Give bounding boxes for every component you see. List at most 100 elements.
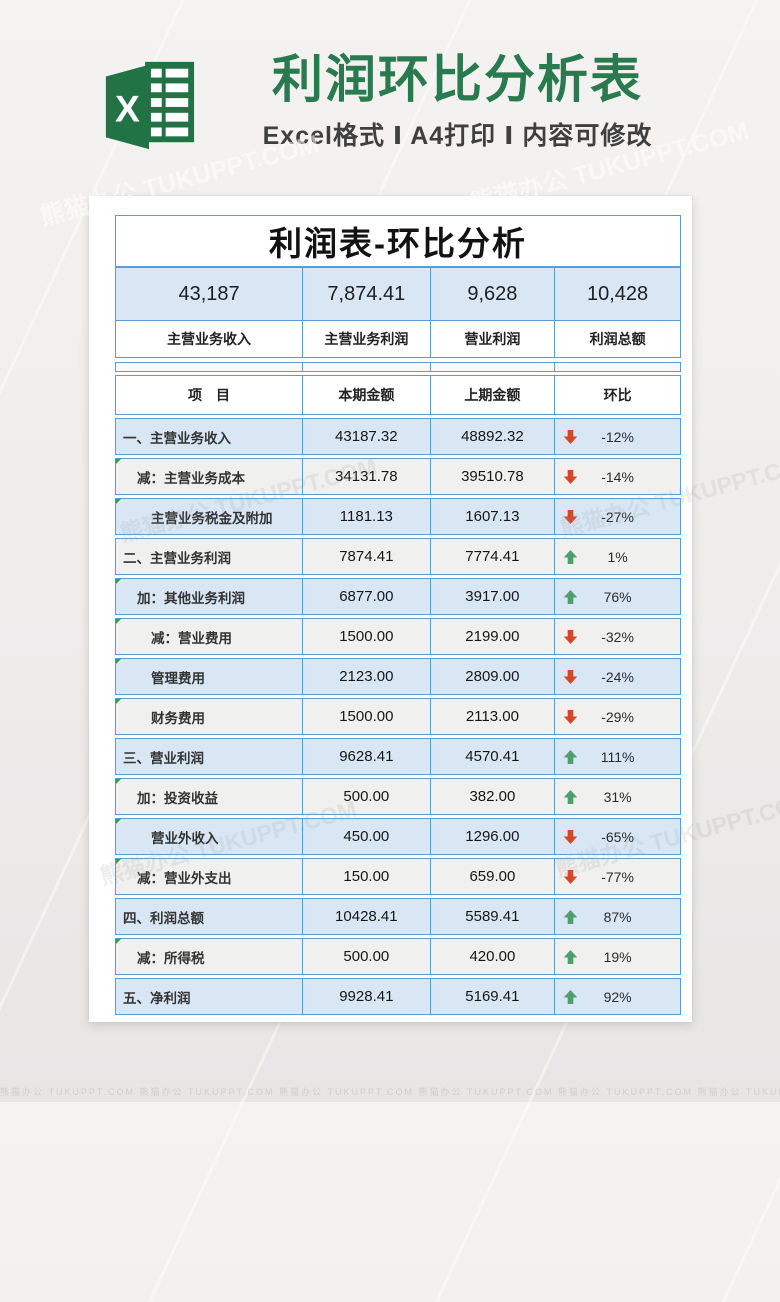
table-row: 减：所得税 500.00 420.00 19% — [115, 938, 681, 975]
row-current-value: 1181.13 — [302, 499, 429, 534]
row-pct-value: -14% — [601, 468, 634, 485]
row-item-label: 三、营业利润 — [123, 750, 204, 766]
table-row: 加：投资收益 500.00 382.00 31% — [115, 778, 681, 815]
error-indicator-icon — [116, 579, 121, 584]
row-trend-cell: -14% — [554, 459, 680, 494]
row-item-cell: 减：主营业务成本 — [116, 459, 302, 494]
row-item-cell: 财务费用 — [116, 699, 302, 734]
row-pct-value: -12% — [601, 428, 634, 445]
error-indicator-icon — [116, 659, 121, 664]
row-item-label: 减：营业外支出 — [137, 870, 232, 886]
row-pct-value: 31% — [603, 788, 632, 805]
row-trend-cell: -24% — [554, 659, 680, 694]
error-indicator-icon — [116, 819, 121, 824]
error-indicator-icon — [116, 459, 121, 464]
table-row: 二、主营业务利润 7874.41 7774.41 1% — [115, 538, 681, 575]
excel-x-letter: X — [115, 88, 140, 130]
row-item-label: 管理费用 — [151, 670, 205, 686]
kpi-label: 营业利润 — [429, 321, 555, 357]
banner-subtitle: Excel格式 Ⅰ A4打印 Ⅰ 内容可修改 — [262, 122, 653, 151]
spacer-cell — [554, 363, 680, 371]
trend-arrow-icon — [563, 789, 578, 804]
trend-arrow-icon — [563, 589, 578, 604]
table-row: 减：营业外支出 150.00 659.00 -77% — [115, 858, 681, 895]
profit-table: 利润表-环比分析 43,187 7,874.41 9,628 10,428 主营业务收… — [115, 215, 681, 1015]
table-row: 营业外收入 450.00 1296.00 -65% — [115, 818, 681, 855]
row-current-value: 7874.41 — [302, 539, 429, 574]
spacer-cell — [116, 363, 302, 371]
kpi-label: 主营业务利润 — [302, 321, 429, 357]
row-previous-value: 659.00 — [429, 859, 555, 894]
trend-arrow-icon — [563, 549, 578, 564]
kpi-value: 10,428 — [554, 268, 680, 320]
row-current-value: 450.00 — [302, 819, 429, 854]
trend-arrow-icon — [563, 509, 578, 524]
row-current-value: 150.00 — [302, 859, 429, 894]
table-top-block: 利润表-环比分析 43,187 7,874.41 9,628 10,428 主营业务收… — [115, 215, 681, 358]
banner-title: 利润环比分析表 — [271, 51, 643, 108]
trend-arrow-icon — [563, 709, 578, 724]
row-current-value: 10428.41 — [302, 899, 429, 934]
row-trend-cell: 19% — [554, 939, 680, 974]
row-item-label: 减：营业费用 — [151, 630, 232, 646]
row-item-label: 减：主营业务成本 — [137, 470, 245, 486]
row-pct-value: 92% — [603, 988, 632, 1005]
row-pct-value: 76% — [603, 588, 632, 605]
row-item-cell: 减：所得税 — [116, 939, 302, 974]
row-trend-cell: -77% — [554, 859, 680, 894]
row-trend-cell: 92% — [554, 979, 680, 1014]
row-previous-value: 4570.41 — [429, 739, 555, 774]
table-title: 利润表-环比分析 — [116, 216, 680, 268]
table-row: 加：其他业务利润 6877.00 3917.00 76% — [115, 578, 681, 615]
row-item-cell: 五、净利润 — [116, 979, 302, 1014]
row-current-value: 43187.32 — [302, 419, 429, 454]
row-previous-value: 2809.00 — [429, 659, 555, 694]
row-current-value: 2123.00 — [302, 659, 429, 694]
table-row: 减：营业费用 1500.00 2199.00 -32% — [115, 618, 681, 655]
table-row: 五、净利润 9928.41 5169.41 92% — [115, 978, 681, 1015]
row-pct-value: 19% — [603, 948, 632, 965]
row-item-label: 财务费用 — [151, 710, 205, 726]
row-pct-value: 87% — [603, 908, 632, 925]
kpi-labels-row: 主营业务收入 主营业务利润 营业利润 利润总额 — [116, 321, 680, 357]
spacer-cell — [302, 363, 429, 371]
row-current-value: 34131.78 — [302, 459, 429, 494]
error-indicator-icon — [116, 699, 121, 704]
row-pct-value: -24% — [601, 668, 634, 685]
row-current-value: 1500.00 — [302, 699, 429, 734]
error-indicator-icon — [116, 939, 121, 944]
row-item-label: 二、主营业务利润 — [123, 550, 231, 566]
row-trend-cell: -32% — [554, 619, 680, 654]
row-pct-value: 1% — [607, 548, 628, 565]
empty-spacer-row — [115, 362, 681, 372]
row-item-label: 五、净利润 — [123, 990, 191, 1006]
trend-arrow-icon — [563, 989, 578, 1004]
error-indicator-icon — [116, 859, 121, 864]
row-pct-value: -29% — [601, 708, 634, 725]
row-item-label: 主营业务税金及附加 — [151, 510, 273, 526]
row-previous-value: 48892.32 — [429, 419, 555, 454]
trend-arrow-icon — [563, 829, 578, 844]
row-item-cell: 减：营业外支出 — [116, 859, 302, 894]
row-item-label: 减：所得税 — [137, 950, 205, 966]
kpi-value: 9,628 — [429, 268, 555, 320]
table-row: 主营业务税金及附加 1181.13 1607.13 -27% — [115, 498, 681, 535]
row-current-value: 1500.00 — [302, 619, 429, 654]
column-header: 上期金额 — [429, 376, 555, 414]
trend-arrow-icon — [563, 909, 578, 924]
column-header: 项 目 — [188, 387, 231, 403]
row-item-cell: 主营业务税金及附加 — [116, 499, 302, 534]
row-item-label: 四、利润总额 — [123, 910, 204, 926]
row-previous-value: 2199.00 — [429, 619, 555, 654]
spacer-cell — [429, 363, 555, 371]
row-previous-value: 1296.00 — [429, 819, 555, 854]
row-previous-value: 1607.13 — [429, 499, 555, 534]
table-row: 财务费用 1500.00 2113.00 -29% — [115, 698, 681, 735]
row-trend-cell: 111% — [554, 739, 680, 774]
row-pct-value: -77% — [601, 868, 634, 885]
row-trend-cell: 76% — [554, 579, 680, 614]
row-current-value: 9928.41 — [302, 979, 429, 1014]
row-item-cell: 加：投资收益 — [116, 779, 302, 814]
spreadsheet-page: 利润表-环比分析 43,187 7,874.41 9,628 10,428 主营业务收… — [89, 196, 692, 1022]
trend-arrow-icon — [563, 429, 578, 444]
